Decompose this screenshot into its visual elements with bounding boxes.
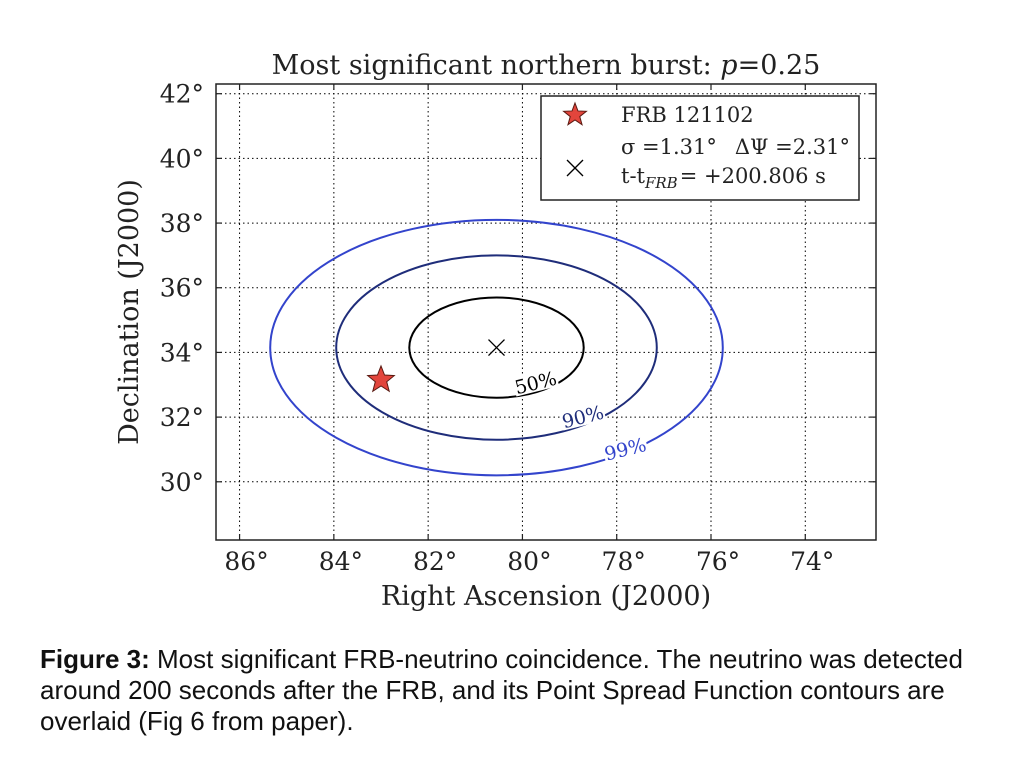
frb-star-marker: [366, 364, 396, 393]
tick-labels: 86° 84° 82° 80° 78° 76° 74° 30° 32° 34° 36° 38° 40° 4…: [160, 80, 876, 576]
plot-frame: [215, 83, 877, 541]
x-tick-label: 84°: [319, 547, 363, 576]
y-tick-label: 30°: [160, 468, 204, 497]
y-tick-label: 32°: [160, 403, 204, 432]
x-tick-label: 80°: [507, 547, 551, 576]
markers: [366, 339, 505, 393]
x-tick-label: 74°: [790, 547, 834, 576]
contour-label-bg: [511, 367, 560, 397]
contour-50: [408, 296, 585, 399]
legend-frb-label: FRB 121102: [621, 103, 754, 127]
legend-time-offset: t-tFRB= +200.806 s: [621, 164, 826, 192]
x-tick-label: 78°: [602, 547, 646, 576]
x-tick-label: 86°: [224, 547, 268, 576]
title-p: p: [720, 50, 737, 81]
psf-contour-chart: 50%90%99% 86° 84° 82° 80° 78° 76° 74° 30° 32° 34°…: [114, 50, 877, 612]
neutrino-cross-marker: [488, 339, 505, 357]
y-tick-label: 34°: [160, 338, 204, 367]
x-axis-label: Right Ascension (J2000): [381, 581, 711, 612]
legend-box: [540, 95, 860, 201]
contour-label-bg: [558, 401, 607, 431]
contour-label-99: 99%: [602, 434, 648, 466]
contour-label-50: 50%: [513, 368, 559, 400]
contour-label-bg: [601, 433, 649, 463]
cross-icon: [566, 159, 584, 177]
x-tick-label: 82°: [413, 547, 457, 576]
chart-title: Most significant northern burst: p=0.25: [272, 50, 821, 81]
title-p-value: =0.25: [738, 50, 821, 81]
y-tick-label: 42°: [160, 80, 204, 109]
contour-99: [269, 218, 724, 477]
caption-label: Figure 3:: [40, 644, 150, 674]
legend-cross-stroke: [566, 159, 584, 177]
contour-label-90: 90%: [560, 402, 606, 434]
y-axis-label: Declination (J2000): [114, 179, 145, 445]
neutrino-cross-stroke: [488, 339, 505, 357]
y-tick-label: 40°: [160, 144, 204, 173]
figure-caption: Figure 3: Most significant FRB-neutrino …: [40, 644, 1000, 737]
x-tick-label: 76°: [696, 547, 740, 576]
y-tick-label: 38°: [160, 209, 204, 238]
title-main: Most significant northern burst:: [272, 50, 721, 81]
legend-sigma: σ =1.31° ΔΨ =2.31°: [621, 135, 850, 159]
caption-text: Most significant FRB-neutrino coincidenc…: [40, 644, 963, 736]
star-icon: [562, 101, 588, 126]
y-tick-label: 36°: [160, 274, 204, 303]
legend: FRB 121102 σ =1.31° ΔΨ =2.31° t-tFRB= +20…: [540, 95, 860, 201]
contour-90: [335, 254, 658, 441]
